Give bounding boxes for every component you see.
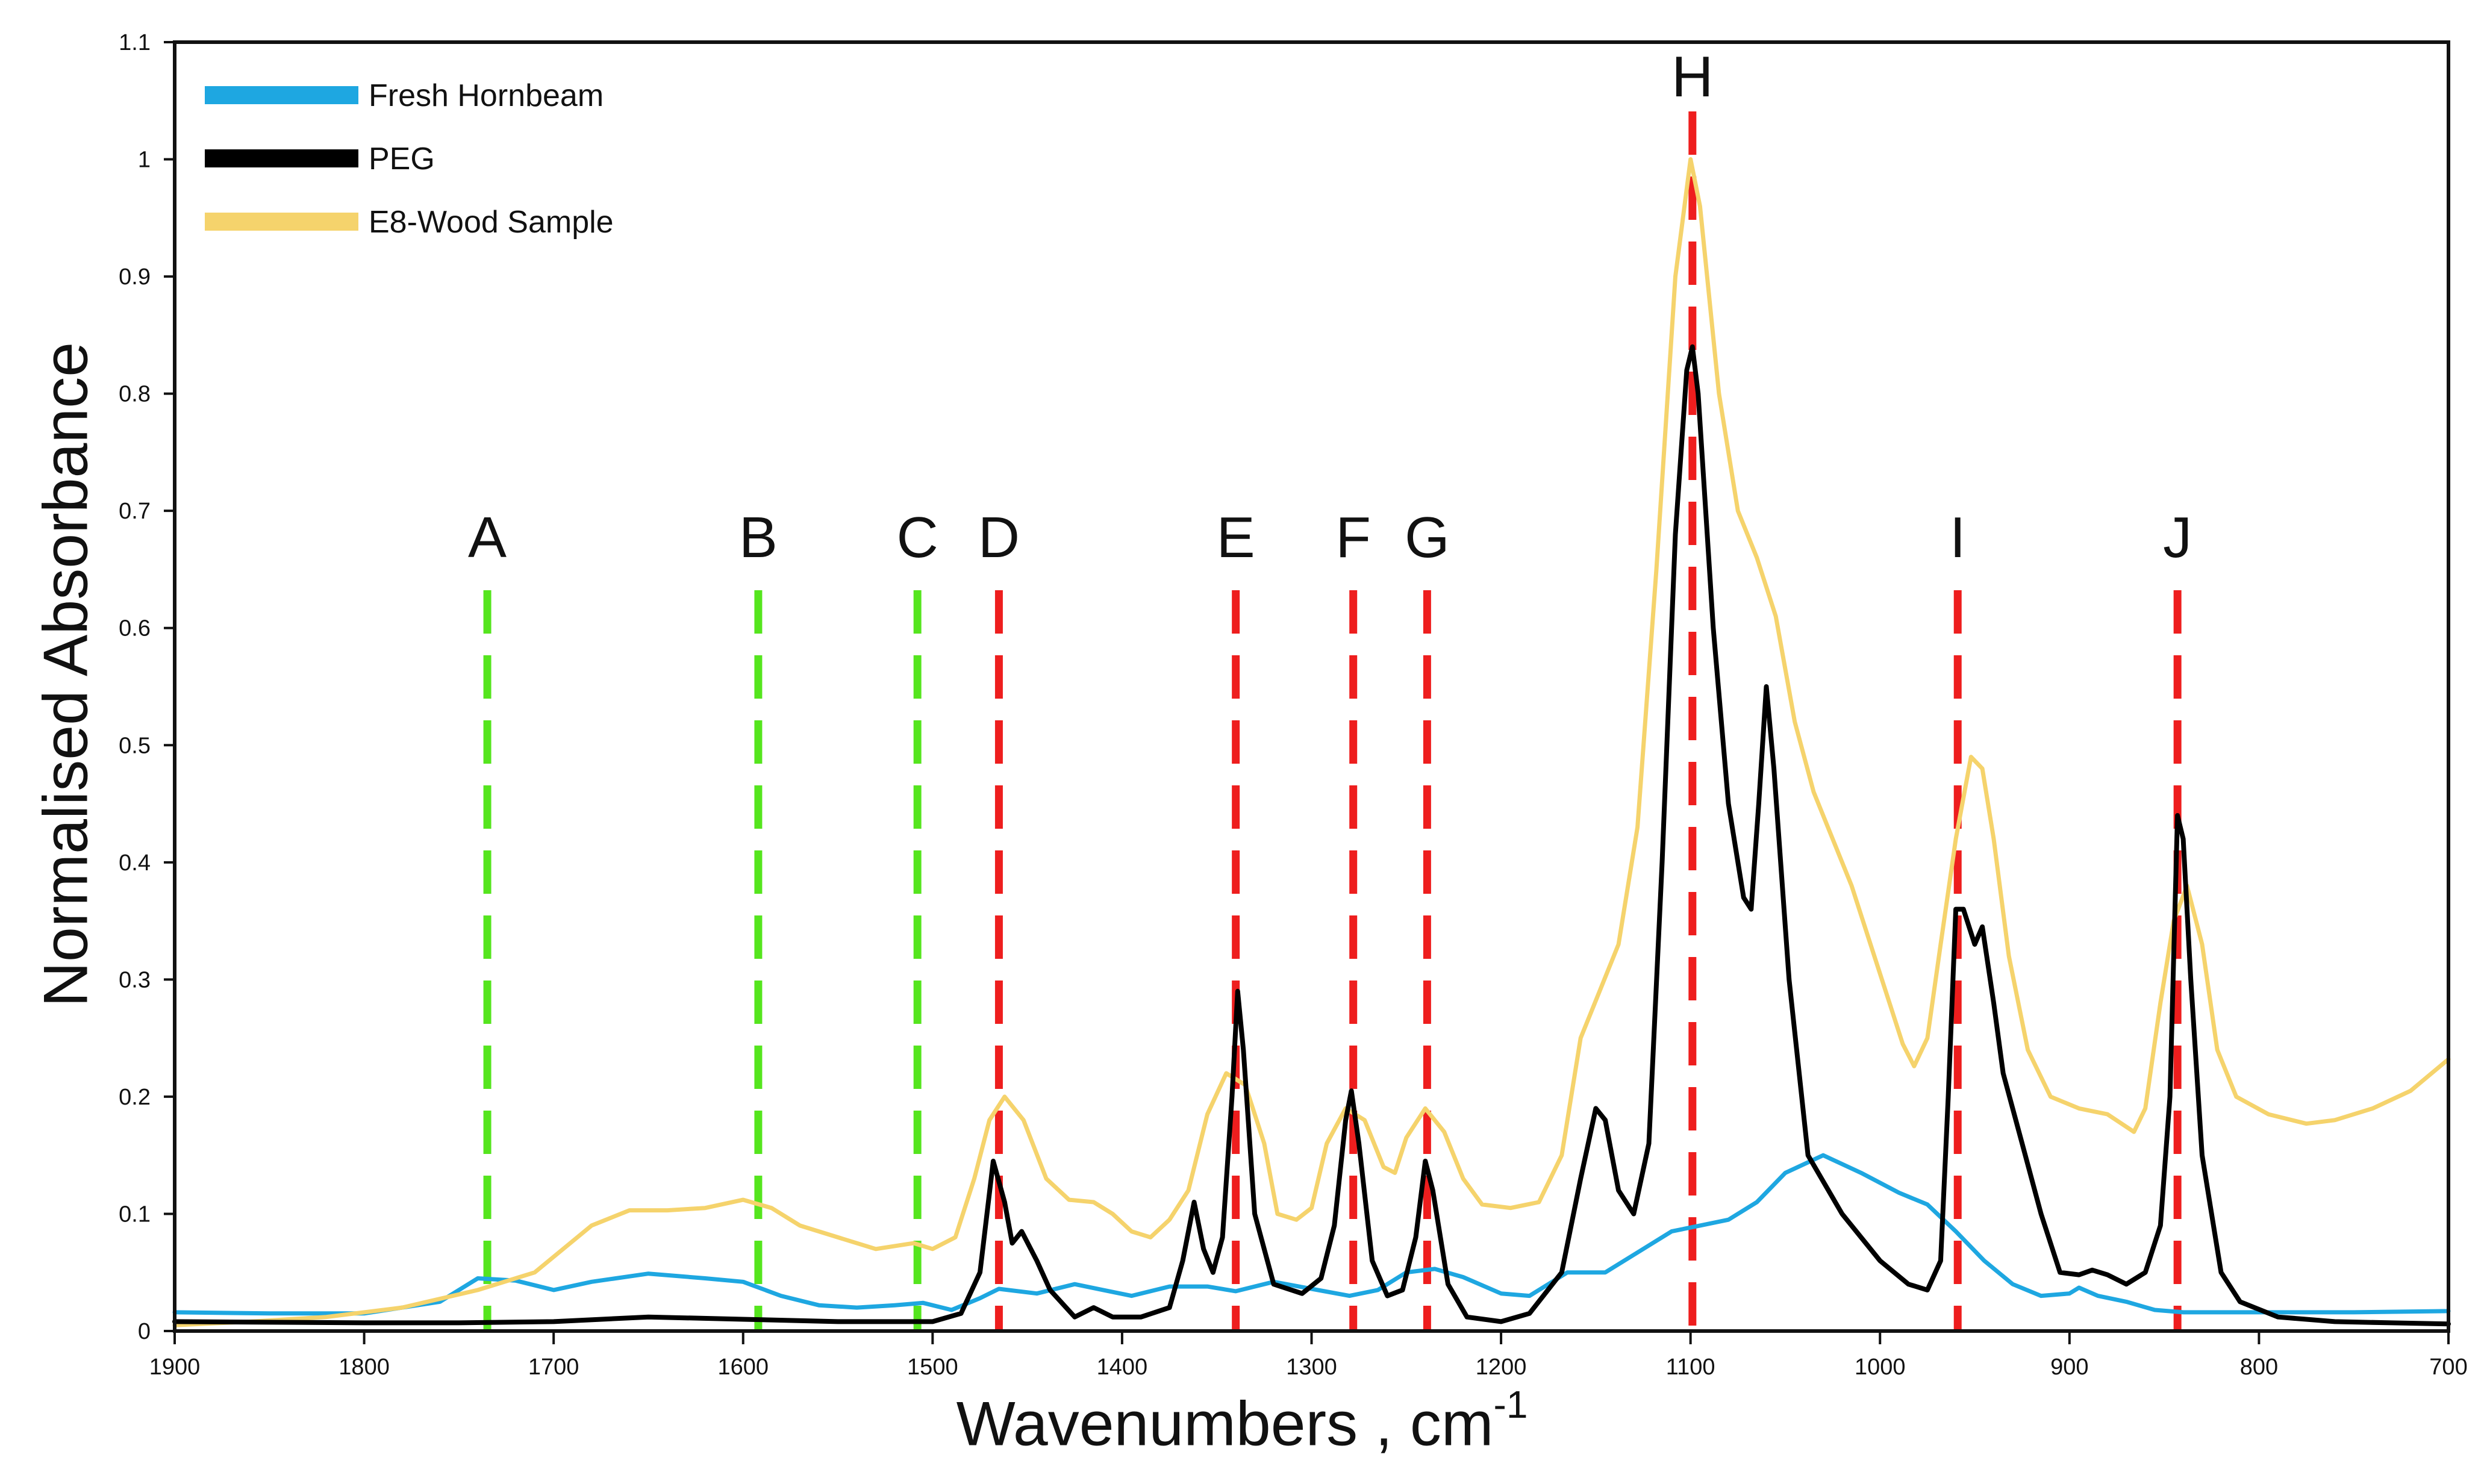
legend-label: Fresh Hornbeam: [369, 78, 604, 113]
x-tick-label: 1200: [1476, 1355, 1527, 1380]
y-tick-label: 1: [138, 148, 151, 173]
x-tick-labels: 1900 1800 1700 1600 1500 1400 1300 1200 1100 1000…: [149, 1355, 2468, 1380]
x-axis-label: Wavenumbers , cm-1: [0, 1383, 2484, 1461]
marker-label-b: B: [739, 505, 778, 570]
x-tick-label: 1600: [717, 1355, 769, 1380]
x-tick-label: 1400: [1097, 1355, 1148, 1380]
y-tick-label: 0.3: [119, 967, 151, 993]
marker-label-c: C: [897, 505, 938, 570]
y-tick-label: 0.5: [119, 733, 151, 758]
series-line-peg: [172, 344, 2451, 1327]
x-tick-label: 1000: [1855, 1355, 1906, 1380]
y-tick-label: 0.8: [119, 382, 151, 407]
series-lines: [172, 157, 2451, 1327]
y-axis-label: Normalised Absorbance: [31, 341, 101, 1008]
marker-label-d: D: [978, 505, 1020, 570]
x-tick-label: 1700: [528, 1355, 579, 1380]
marker-label-e: E: [1217, 505, 1255, 570]
marker-label-f: F: [1335, 505, 1371, 570]
marker-label-i: I: [1950, 505, 1966, 570]
legend: Fresh Hornbeam PEG E8-Wood Sample: [205, 78, 614, 240]
x-tick-label: 1800: [339, 1355, 390, 1380]
y-tick-label: 0.1: [119, 1202, 151, 1227]
marker-label-j: J: [2163, 505, 2192, 570]
x-tick-label: 1300: [1286, 1355, 1337, 1380]
series-line-fresh-hornbeam: [172, 1153, 2451, 1316]
x-axis-label-superscript: -1: [1493, 1383, 1528, 1426]
x-tick-label: 900: [2050, 1355, 2088, 1380]
y-tick-label: 0.7: [119, 499, 151, 524]
peak-marker-lines: [483, 111, 2182, 1331]
plot-frame: [173, 40, 2450, 1333]
y-tick-label: 0.4: [119, 850, 151, 876]
x-tick-label: 800: [2240, 1355, 2278, 1380]
y-tick-label: 0.2: [119, 1085, 151, 1110]
x-axis-label-text: Wavenumbers , cm: [956, 1389, 1494, 1459]
x-tick-label: 1900: [149, 1355, 201, 1380]
peak-marker-labels: A B C D E F G H I J: [468, 45, 2192, 570]
y-tick-label: 0.6: [119, 616, 151, 641]
marker-label-g: G: [1405, 505, 1450, 570]
series-line-e8-wood-sample: [172, 157, 2451, 1327]
legend-label: E8-Wood Sample: [369, 205, 614, 240]
marker-label-h: H: [1671, 45, 1713, 109]
marker-label-a: A: [468, 505, 507, 570]
y-tick-label: 0.9: [119, 264, 151, 290]
y-tick-labels: 0 0.1 0.2 0.3 0.4 0.5 0.6 0.7 0.8 0.9 1 1.1: [119, 30, 151, 1344]
x-tick-label: 700: [2429, 1355, 2467, 1380]
x-tick-label: 1100: [1666, 1355, 1715, 1380]
y-tick-label: 1.1: [119, 30, 151, 55]
y-tick-label: 0: [138, 1319, 151, 1344]
legend-label: PEG: [369, 142, 435, 176]
x-tick-label: 1500: [907, 1355, 958, 1380]
